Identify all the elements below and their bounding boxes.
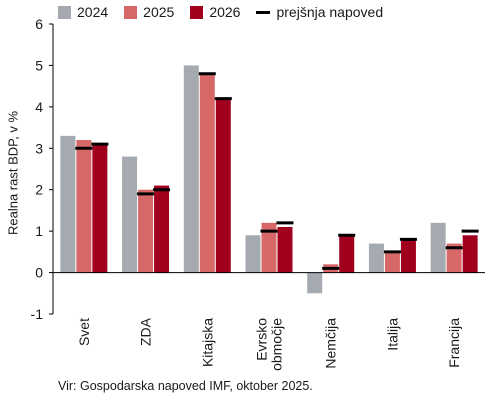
bar-2026-1 — [154, 185, 170, 273]
bar-2026-6 — [462, 235, 478, 273]
bar-2024-3 — [245, 235, 261, 273]
y-tick-label: 4 — [35, 99, 43, 115]
legend-label-2025: 2025 — [143, 4, 175, 20]
bar-2024-6 — [430, 222, 446, 273]
bar-2025-0 — [76, 140, 92, 273]
bar-2025-3 — [261, 222, 277, 273]
bar-2025-2 — [199, 73, 215, 273]
y-tick-label: -1 — [31, 306, 44, 322]
legend-label-previous-forecast: prejšnja napoved — [276, 4, 384, 20]
bar-2025-1 — [138, 189, 154, 273]
legend-item-previous-forecast: prejšnja napoved — [256, 4, 383, 20]
x-tick-label: ZDA — [138, 317, 154, 346]
y-tick-label: 0 — [35, 265, 43, 281]
bar-2024-2 — [183, 65, 199, 273]
y-tick-label: 5 — [35, 57, 43, 73]
legend-item-2025: 2025 — [124, 4, 174, 20]
y-tick-label: 1 — [35, 223, 43, 239]
x-tick-label: Svet — [76, 318, 92, 346]
bar-2024-1 — [122, 156, 138, 273]
x-tick-label: Italija — [384, 318, 400, 351]
legend-dash-previous-forecast — [256, 10, 271, 14]
bar-2025-5 — [384, 251, 400, 273]
bar-2026-4 — [339, 235, 355, 273]
x-tick-label: Nemčija — [323, 318, 339, 369]
bar-2025-6 — [446, 243, 462, 273]
legend-swatch-2025 — [124, 5, 138, 19]
x-tick-label: Evrsko — [254, 318, 270, 361]
bar-2024-0 — [60, 135, 76, 273]
bar-2026-5 — [400, 239, 416, 273]
legend-swatch-2026 — [190, 5, 204, 19]
legend-swatch-2024 — [58, 5, 71, 19]
x-tick-label: območje — [269, 318, 285, 371]
legend-label-2024: 2024 — [77, 4, 109, 20]
y-axis-label: Realna rast BDP, v % — [5, 110, 21, 236]
bar-2026-3 — [277, 227, 293, 273]
y-tick-label: 3 — [35, 140, 43, 156]
legend-item-2026: 2026 — [190, 4, 240, 20]
x-tick-label: Francija — [446, 318, 462, 368]
source-note: Vir: Gospodarska napoved IMF, oktober 20… — [58, 379, 313, 393]
bar-2026-2 — [215, 98, 231, 273]
legend: 2024 2025 2026 prejšnja napoved — [58, 4, 399, 20]
legend-label-2026: 2026 — [209, 4, 241, 20]
bar-2024-4 — [307, 272, 323, 294]
legend-item-2024: 2024 — [58, 4, 108, 20]
y-tick-label: 6 — [35, 16, 43, 32]
bar-2026-0 — [92, 144, 108, 273]
x-tick-label: Kitajska — [199, 318, 215, 367]
bar-2024-5 — [368, 243, 384, 273]
y-tick-label: 2 — [35, 182, 43, 198]
